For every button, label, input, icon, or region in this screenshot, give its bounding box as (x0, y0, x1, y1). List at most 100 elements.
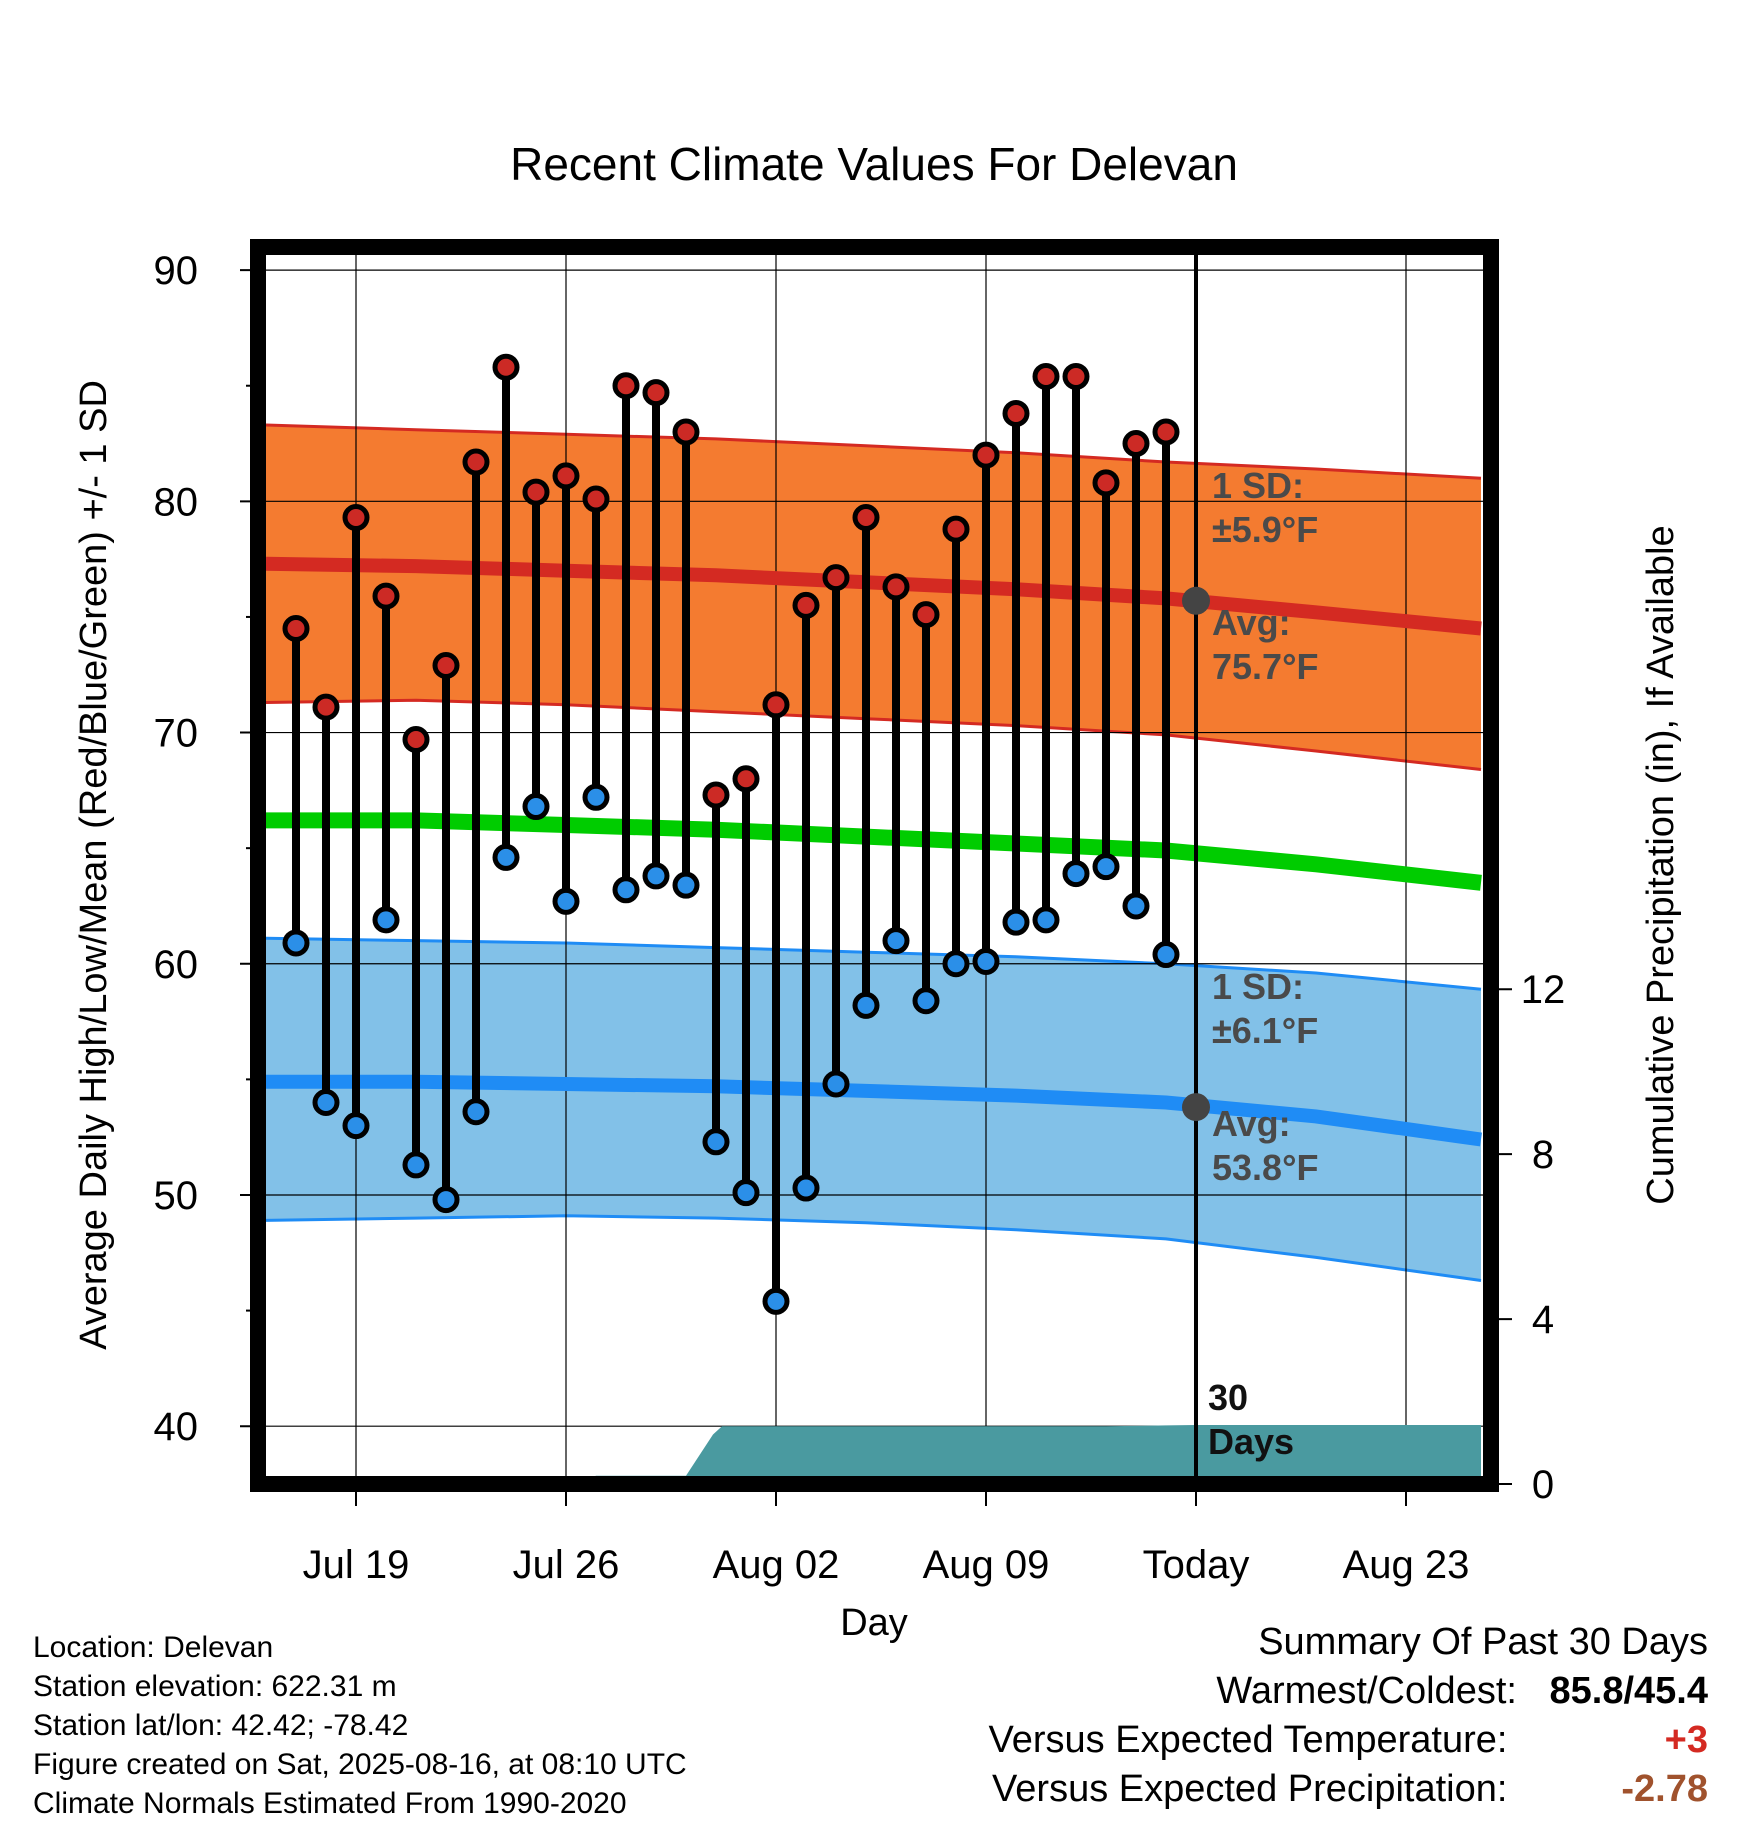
chart-title: Recent Climate Values For Delevan (510, 138, 1238, 190)
high-sd-value: ±5.9°F (1212, 509, 1318, 550)
precipitation-area (575, 1425, 1481, 1484)
x-tick-label: Aug 09 (923, 1543, 1050, 1587)
high-point (582, 485, 610, 513)
y-tick-label: 40 (154, 1405, 199, 1449)
low-point (1122, 892, 1150, 920)
high-point (312, 693, 340, 721)
low-point (402, 1151, 430, 1179)
y-tick-label: 60 (154, 943, 199, 987)
low-point (852, 991, 880, 1019)
y2-tick-label: 8 (1532, 1133, 1554, 1177)
low-point (492, 843, 520, 871)
y2-tick-label: 4 (1532, 1298, 1554, 1342)
today-days-line: 30 (1208, 1377, 1248, 1418)
y-tick-label: 80 (154, 480, 199, 524)
low-point (1152, 941, 1180, 969)
high-point (1092, 469, 1120, 497)
y-tick-label: 70 (154, 712, 199, 756)
info-latlon: Station lat/lon: 42.42; -78.42 (33, 1709, 409, 1742)
low-point (522, 793, 550, 821)
low-sd-value: ±6.1°F (1212, 1010, 1318, 1051)
high-point (492, 353, 520, 381)
summary-panel: Summary Of Past 30 Days Warmest/Coldest:… (989, 1618, 1708, 1814)
low-point (672, 871, 700, 899)
low-point (462, 1098, 490, 1126)
high-point (462, 448, 490, 476)
high-point (882, 573, 910, 601)
low-point (582, 783, 610, 811)
daily-stems (292, 367, 1170, 1302)
today-low-avg-dot (1182, 1093, 1210, 1122)
today-days-line: Days (1208, 1421, 1294, 1462)
high-point (822, 564, 850, 592)
high-point (762, 691, 790, 719)
low-point (1002, 908, 1030, 936)
high-sd-upper-edge (265, 423, 1482, 480)
low-sd-label: 1 SD: (1212, 966, 1304, 1007)
high-point (642, 379, 670, 407)
daily-points (282, 353, 1180, 1315)
temp-versus-label: Versus Expected Temperature: (988, 1719, 1508, 1761)
low-point (882, 927, 910, 955)
high-point (282, 615, 310, 643)
low-point (432, 1186, 460, 1214)
high-avg-value: 75.7°F (1212, 646, 1318, 687)
low-point (282, 929, 310, 957)
high-point (522, 478, 550, 506)
high-avg-label: Avg: (1212, 602, 1291, 643)
high-point (342, 504, 370, 532)
high-point (612, 372, 640, 400)
y-axis-right: 0 4 8 12 (1491, 968, 1565, 1507)
y-axis-left: 40 50 60 70 80 90 (154, 249, 258, 1449)
high-point (432, 651, 460, 679)
x-tick-label: Aug 02 (713, 1543, 840, 1587)
low-avg-line (266, 1074, 1482, 1147)
high-point (552, 462, 580, 490)
low-point (1092, 853, 1120, 881)
low-point (942, 950, 970, 978)
station-info: Location: Delevan Station elevation: 622… (33, 1628, 687, 1823)
low-point (342, 1112, 370, 1140)
low-point (372, 906, 400, 934)
x-axis: Jul 19 Jul 26 Aug 02 Aug 09 Today Aug 23 (303, 1484, 1469, 1587)
low-point (642, 862, 670, 890)
low-point (762, 1287, 790, 1315)
today-high-avg-dot (1182, 586, 1210, 615)
y2-tick-label: 12 (1521, 968, 1566, 1012)
info-location: Location: Delevan (33, 1631, 274, 1664)
low-point (732, 1179, 760, 1207)
high-point (1062, 362, 1090, 390)
high-point (852, 504, 880, 532)
low-point (702, 1128, 730, 1156)
low-sd-lower-edge (265, 1214, 1482, 1282)
today-days-label: 30 Days (1208, 1377, 1294, 1462)
high-point (942, 515, 970, 543)
high-point (1002, 399, 1030, 427)
low-point (822, 1070, 850, 1098)
plot-frame (250, 239, 1499, 1492)
high-point (1122, 430, 1150, 458)
high-point (402, 725, 430, 753)
today-marker: 30 Days (1182, 247, 1294, 1484)
x-axis-label: Day (840, 1602, 908, 1644)
low-point (552, 887, 580, 915)
warmest-value: 85.8/45.4 (1549, 1670, 1708, 1712)
temp-versus-value: +3 (1664, 1719, 1708, 1761)
high-point (792, 591, 820, 619)
y2-tick-label: 0 (1532, 1463, 1554, 1507)
y-tick-label: 90 (154, 249, 199, 293)
info-created: Figure created on Sat, 2025-08-16, at 08… (33, 1748, 687, 1781)
x-tick-label: Jul 26 (513, 1543, 620, 1587)
summary-heading: Summary Of Past 30 Days (1258, 1621, 1708, 1663)
y-tick-label: 50 (154, 1174, 199, 1218)
low-avg-label: Avg: (1212, 1103, 1291, 1144)
high-point (732, 765, 760, 793)
high-point (672, 418, 700, 446)
info-elevation: Station elevation: 622.31 m (33, 1670, 397, 1703)
info-normals: Climate Normals Estimated From 1990-2020 (33, 1787, 627, 1820)
precip-versus-label: Versus Expected Precipitation: (992, 1768, 1508, 1810)
high-sd-label: 1 SD: (1212, 465, 1304, 506)
high-point (1152, 418, 1180, 446)
